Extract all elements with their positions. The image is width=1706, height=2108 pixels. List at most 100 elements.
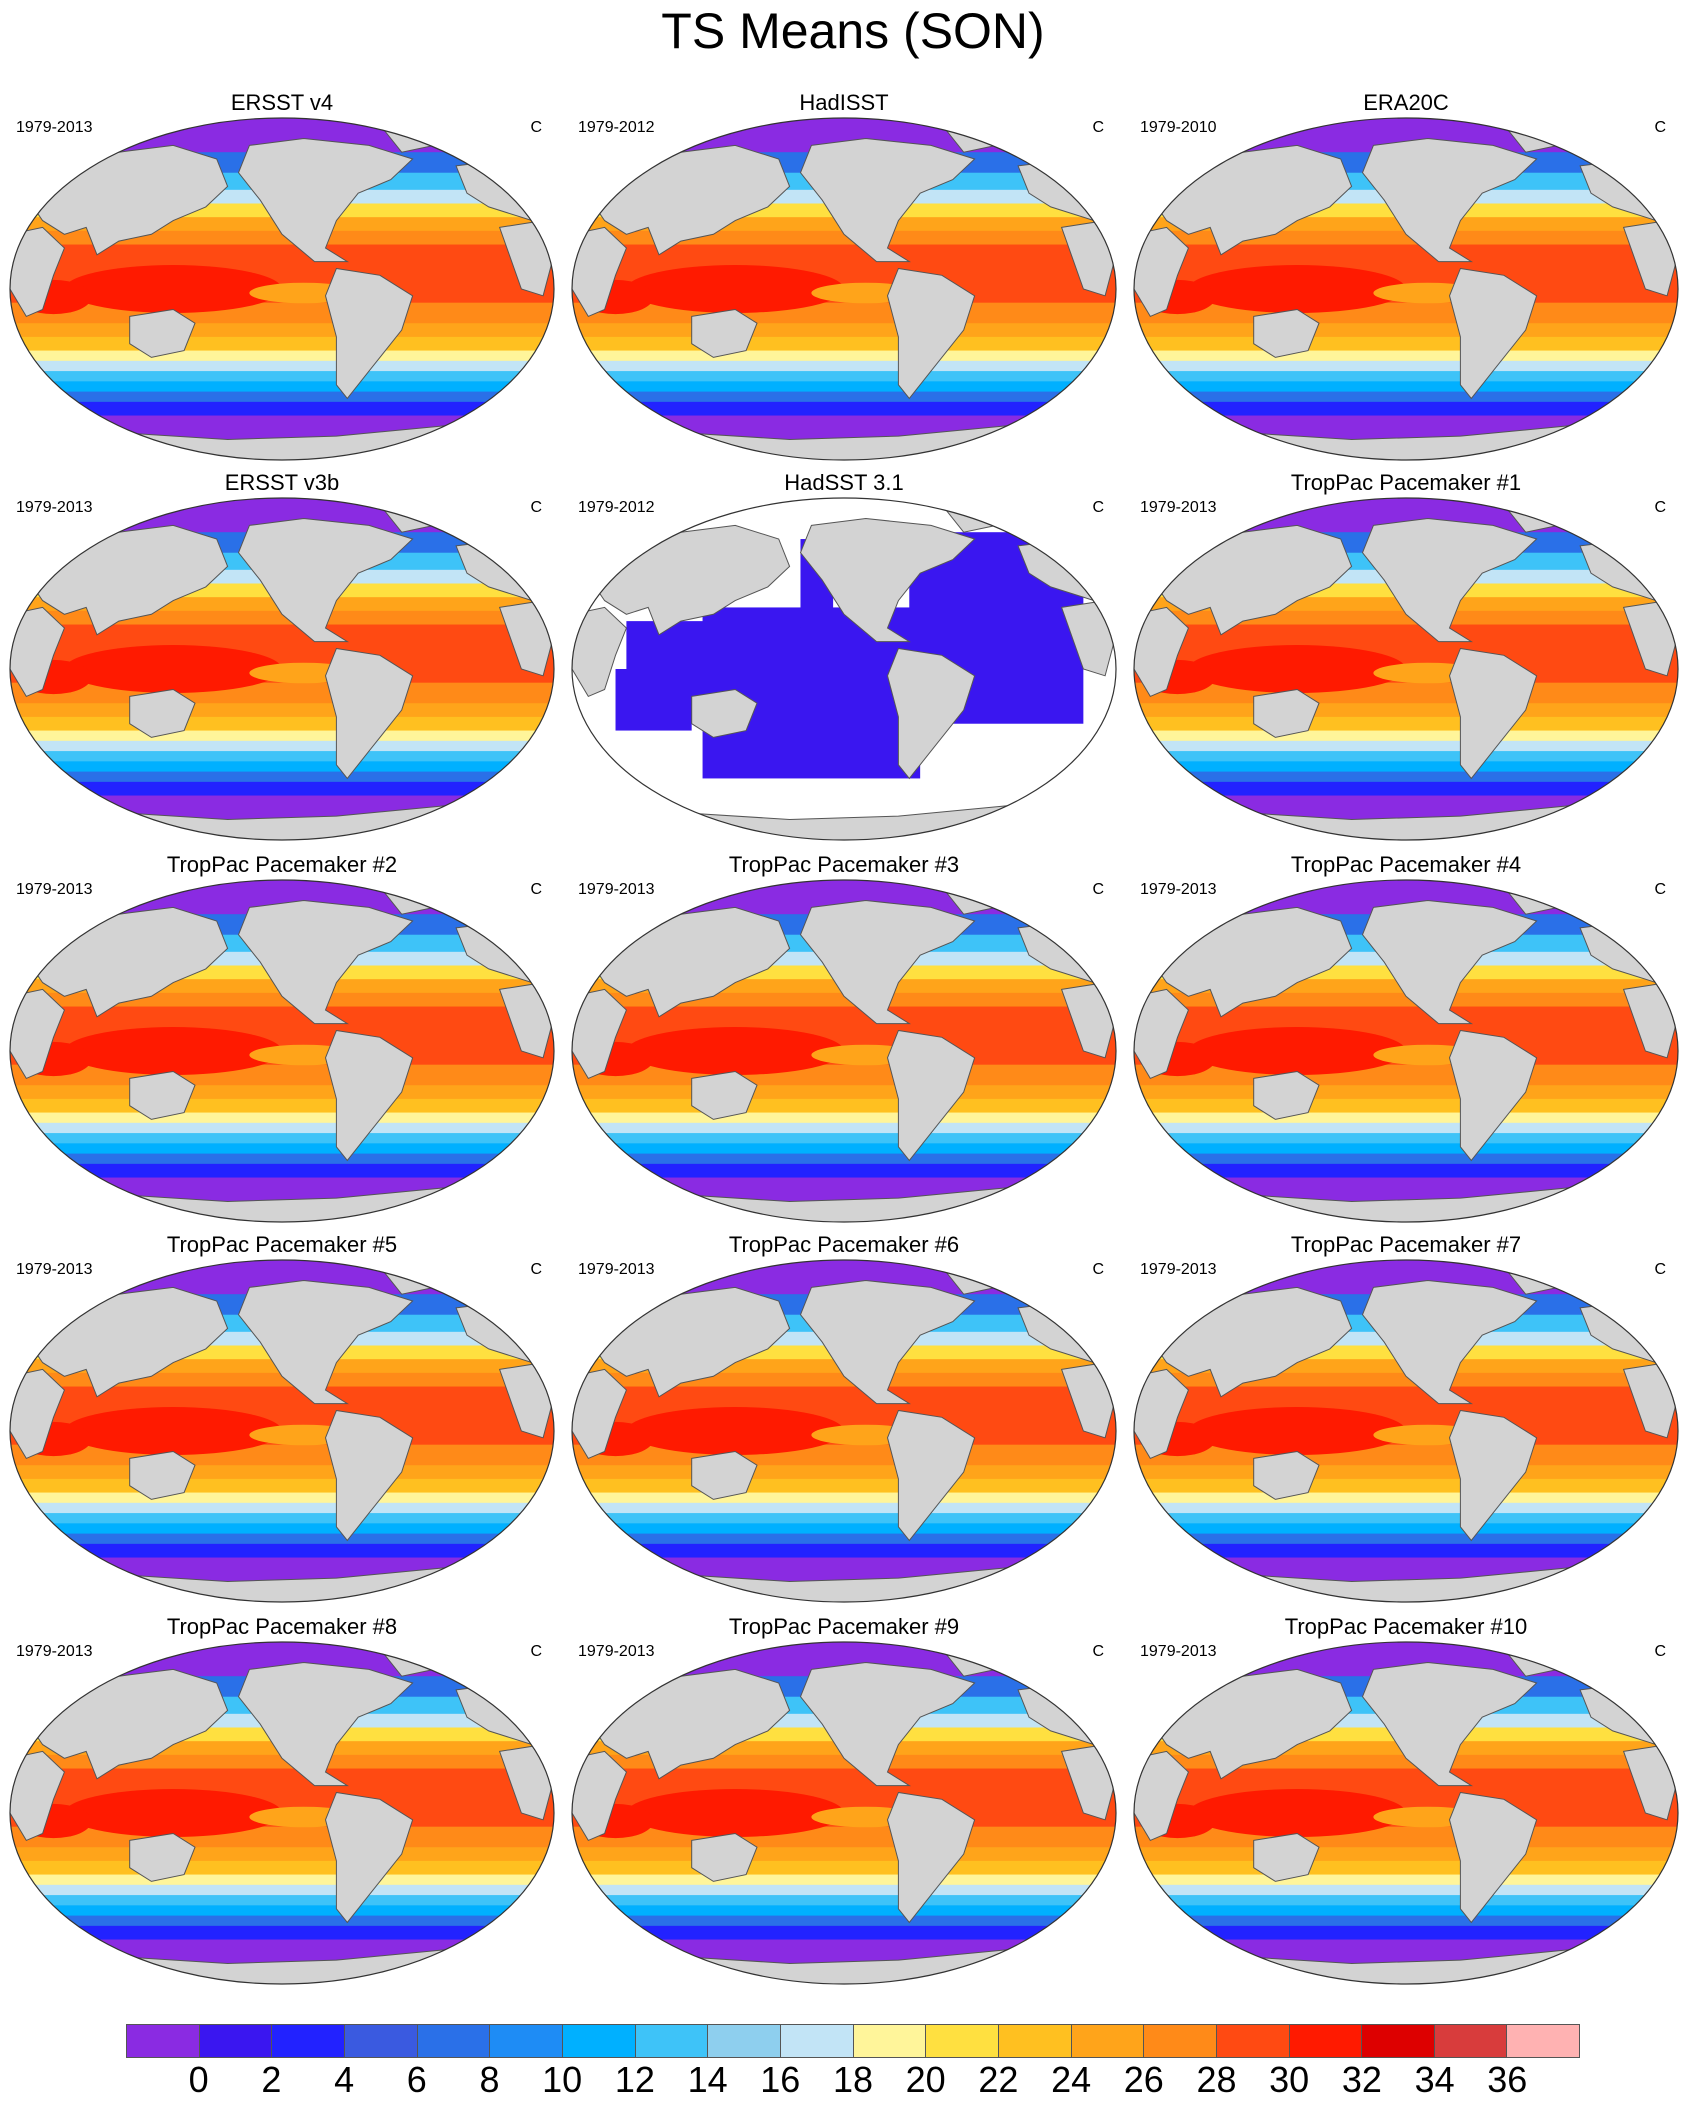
map-plot (571, 117, 1117, 461)
temperature-band (572, 1478, 1116, 1494)
temperature-band (572, 1768, 1116, 1794)
temperature-band (1134, 1895, 1678, 1907)
temperature-band (10, 730, 554, 742)
panel-unit: C (1092, 881, 1104, 898)
panel-title: TropPac Pacemaker #3 (728, 852, 960, 877)
colorbar-box (926, 2025, 999, 2057)
temperature-band (10, 1064, 554, 1087)
temperature-band (1134, 1085, 1678, 1100)
map-panel: ERSST v4 1979-2013 C (4, 90, 560, 468)
temperature-band (10, 1478, 554, 1494)
temperature-band (10, 1905, 554, 1917)
panel-title: TropPac Pacemaker #4 (1290, 852, 1522, 877)
map-plot (1133, 117, 1679, 461)
landmass (1448, 1409, 1538, 1542)
temperature-band (10, 1884, 554, 1897)
temperature-band (1134, 401, 1678, 417)
temperature-band (10, 1085, 554, 1100)
temperature-band (572, 1163, 1116, 1179)
warm-pool (64, 1789, 282, 1837)
panel-title: TropPac Pacemaker #9 (728, 1614, 960, 1639)
temperature-band (1134, 336, 1678, 352)
landmass (237, 517, 414, 643)
temperature-band (10, 1444, 554, 1467)
warm-pool (64, 1027, 282, 1075)
landmass (129, 1832, 196, 1882)
landmass (691, 1070, 758, 1120)
temperature-band (10, 1153, 554, 1165)
temperature-band (1134, 391, 1678, 403)
landmass (1448, 1029, 1538, 1162)
temperature-band (1134, 1860, 1678, 1876)
landmass (237, 1661, 414, 1787)
map-plot (9, 1259, 555, 1603)
page-title: TS Means (SON) (661, 3, 1045, 59)
map-outline (9, 497, 555, 841)
map-plot (1133, 497, 1679, 841)
temperature-band (572, 391, 1116, 403)
temperature-band (10, 391, 554, 403)
colorbar-label: 0 (188, 2059, 209, 2100)
colorbar-label: 28 (1196, 2059, 1237, 2100)
temperature-band (10, 1006, 554, 1032)
temperature-band (572, 360, 1116, 373)
panel-title: TropPac Pacemaker #2 (166, 852, 398, 877)
temperature-band (1134, 323, 1678, 338)
temperature-band (10, 1465, 554, 1480)
temperature-band (10, 1513, 554, 1525)
temperature-band (572, 1085, 1116, 1100)
map-plot (1133, 1641, 1679, 1985)
landmass (1134, 226, 1189, 318)
landmass (129, 688, 196, 738)
landmass (1361, 1661, 1538, 1787)
warm-pool (1188, 1407, 1406, 1455)
panel-title: TropPac Pacemaker #7 (1290, 1232, 1522, 1257)
panel-unit: C (1092, 499, 1104, 516)
landmass (10, 988, 65, 1080)
map-outline (9, 117, 555, 461)
landmass (10, 1368, 65, 1460)
temperature-band (10, 360, 554, 373)
temperature-band (1134, 1444, 1678, 1467)
colorbar-box (1434, 2025, 1508, 2057)
temperature-band (572, 1847, 1116, 1862)
temperature-band (572, 1895, 1116, 1907)
map-panel: ERA20C 1979-2010 C (1128, 90, 1684, 468)
map-outline (571, 497, 1117, 841)
temperature-band (10, 703, 554, 718)
landmass (1448, 1791, 1538, 1924)
temperature-band (1134, 1143, 1678, 1155)
temperature-band (1134, 1915, 1678, 1927)
colorbar-label: 24 (1051, 2059, 1092, 2100)
map-outline (1133, 1641, 1679, 1985)
map-plot (571, 497, 1117, 841)
map-panel: TropPac Pacemaker #10 1979-2013 C (1128, 1614, 1684, 1992)
map-panel: TropPac Pacemaker #7 1979-2013 C (1128, 1232, 1684, 1610)
temperature-band (572, 350, 1116, 362)
panel-unit: C (1654, 1261, 1666, 1278)
temperature-band (1134, 1133, 1678, 1145)
warm-pool (626, 1027, 844, 1075)
colorbar-box (1362, 2025, 1435, 2057)
map-panel: TropPac Pacemaker #1 1979-2013 C (1128, 470, 1684, 848)
temperature-band (10, 371, 554, 383)
map-outline (9, 879, 555, 1223)
map-panel: HadSST 3.1 1979-2012 C (566, 470, 1122, 848)
landmass (1253, 1450, 1320, 1500)
landmass (1253, 1832, 1320, 1882)
map-panel: TropPac Pacemaker #3 1979-2013 C (566, 852, 1122, 1230)
map-panel: TropPac Pacemaker #9 1979-2013 C (566, 1614, 1122, 1992)
panel-unit: C (1654, 881, 1666, 898)
temperature-band (572, 1153, 1116, 1165)
panel-unit: C (530, 119, 542, 136)
panel-title: TropPac Pacemaker #5 (166, 1232, 398, 1257)
landmass (1134, 1750, 1189, 1842)
warm-pool (1188, 1789, 1406, 1837)
warm-pool (1188, 265, 1406, 313)
colorbar-box (708, 2025, 781, 2057)
temperature-band (572, 1064, 1116, 1087)
panel-unit: C (530, 1643, 542, 1660)
temperature-band (572, 323, 1116, 338)
panel-title: ERA20C (1363, 90, 1449, 115)
temperature-band (1134, 1465, 1678, 1480)
